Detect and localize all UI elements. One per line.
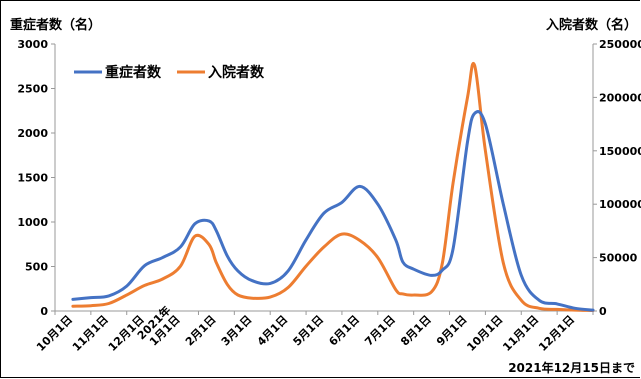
x-tick-label-group: 12月1日: [536, 313, 577, 354]
right-tick-label: 0: [599, 305, 607, 318]
series-line-severe: [71, 110, 595, 312]
x-tick-label-group: 10月1日: [34, 313, 75, 354]
x-tick-label: 3月1日: [219, 313, 255, 349]
date-footnote: 2021年12月15日まで: [508, 361, 635, 375]
x-tick-label-group: 8月1日: [398, 313, 434, 349]
legend: 重症者数 入院者数: [74, 64, 265, 81]
x-tick-label-group: 7月1日: [362, 313, 398, 349]
x-tick-label: 11月1日: [70, 313, 111, 354]
legend-label-hospitalized: 入院者数: [208, 64, 265, 81]
left-axis-title: 重症者数（名）: [10, 18, 102, 33]
x-tick-label-group: 3月1日: [219, 313, 255, 349]
x-tick-label: 10月1日: [464, 313, 505, 354]
x-tick-label-group: 11月1日: [500, 313, 541, 354]
left-tick-label: 2000: [17, 127, 48, 140]
x-tick-label: 6月1日: [326, 313, 362, 349]
x-tick-label-group: 4月1日: [255, 313, 291, 349]
legend-label-severe: 重症者数: [105, 64, 162, 81]
x-tick-label: 8月1日: [398, 313, 434, 349]
x-tick-label: 11月1日: [500, 313, 541, 354]
x-tick-label-group: 2月1日: [183, 313, 219, 349]
x-tick-label-group: 11月1日: [70, 313, 111, 354]
right-tick-label: 200000: [599, 91, 641, 104]
x-tick-label: 4月1日: [255, 313, 291, 349]
left-tick-label: 1000: [17, 216, 48, 229]
x-tick-label: 10月1日: [34, 313, 75, 354]
x-tick-label: 12月1日: [536, 313, 577, 354]
x-tick-label-group: 5月1日: [291, 313, 327, 349]
series-line-hospitalized: [71, 61, 595, 312]
x-tick-label: 2月1日: [183, 313, 219, 349]
x-tick-label-group: 9月1日: [434, 313, 470, 349]
left-tick-label: 2500: [17, 83, 48, 96]
axes: 3000 2500 2000 1500 1000 500 0 250000 200000 1500…: [17, 38, 641, 354]
x-tick-label-group: 6月1日: [326, 313, 362, 349]
x-tick-label: 7月1日: [362, 313, 398, 349]
right-tick-label: 250000: [599, 38, 641, 51]
left-tick-label: 500: [25, 261, 48, 274]
left-tick-label: 3000: [17, 38, 48, 51]
right-tick-label: 100000: [599, 198, 641, 211]
x-tick-label: 5月1日: [291, 313, 327, 349]
right-tick-label: 50000: [599, 252, 638, 265]
right-tick-label: 150000: [599, 145, 641, 158]
left-tick-label: 0: [40, 305, 48, 318]
left-tick-label: 1500: [17, 172, 48, 185]
right-axis-title: 入院者数（名）: [545, 18, 637, 33]
x-tick-label-group: 10月1日: [464, 313, 505, 354]
series-lines: [71, 61, 595, 312]
x-tick-label: 9月1日: [434, 313, 470, 349]
